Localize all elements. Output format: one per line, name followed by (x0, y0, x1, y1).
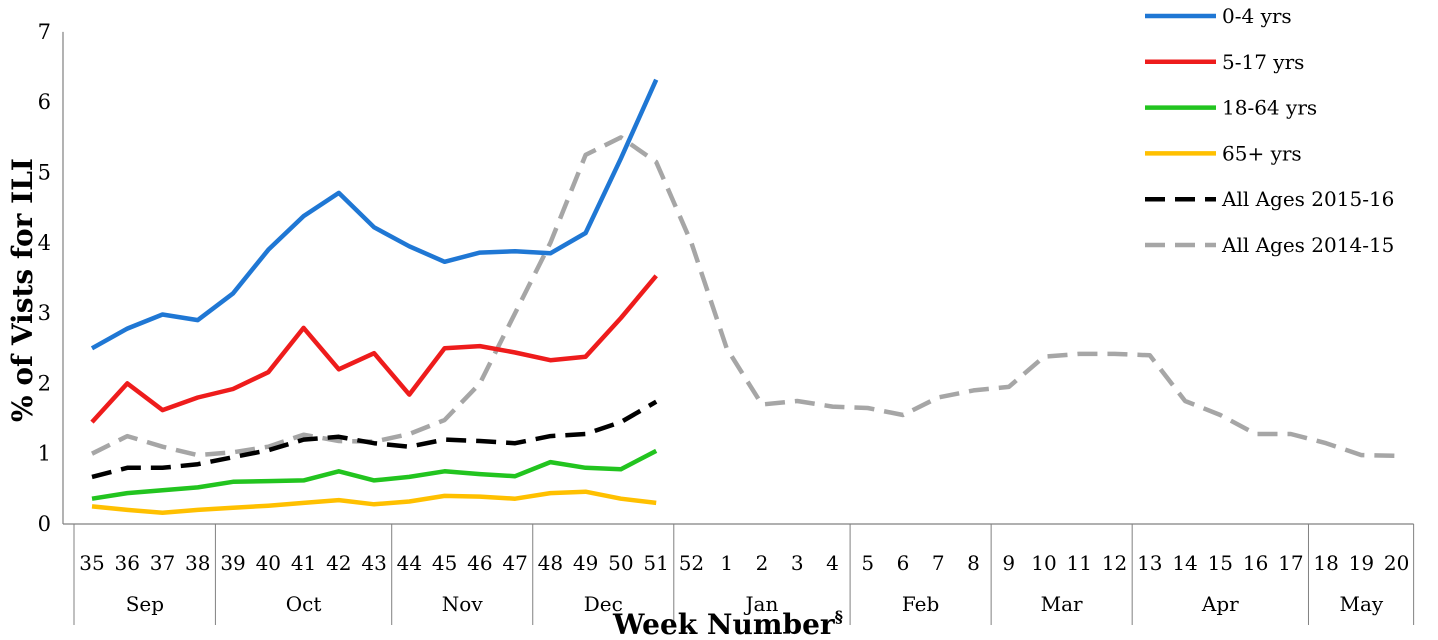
x-tick-label: 49 (573, 551, 598, 575)
y-tick-label: 7 (38, 20, 51, 44)
y-tick-label: 6 (38, 90, 51, 114)
x-tick-label: 19 (1349, 551, 1374, 575)
x-tick-label: 4 (826, 551, 839, 575)
x-tick-label: 37 (150, 551, 175, 575)
x-tick-label: 44 (397, 551, 422, 575)
x-tick-label: 1 (720, 551, 733, 575)
legend-label: 65+ yrs (1222, 141, 1302, 165)
x-axis-title: Week Number§ (612, 607, 843, 640)
series-line-65-yrs (91, 489, 657, 516)
x-tick-label: 43 (361, 551, 386, 575)
x-tick-label: 42 (326, 551, 351, 575)
legend: 0-4 yrs 5-17 yrs 18-64 yrs 65+ yrs All Ages … (1145, 4, 1394, 257)
x-tick-label: 20 (1384, 551, 1409, 575)
x-tick-label: 48 (538, 551, 563, 575)
y-axis-title: % of Vists for ILI (6, 158, 39, 422)
y-tick-label: 0 (38, 512, 51, 536)
month-label: Nov (442, 592, 484, 616)
x-tick-label: 52 (679, 551, 704, 575)
x-tick-label: 50 (608, 551, 633, 575)
x-tick-label: 8 (967, 551, 980, 575)
x-tick-label: 36 (115, 551, 140, 575)
x-tick-label: 2 (756, 551, 769, 575)
x-tick-label: 6 (897, 551, 910, 575)
series-line-5-17-yrs (90, 274, 658, 424)
x-tick-label: 9 (1002, 551, 1015, 575)
x-axis-title-text: Week Number (612, 608, 836, 640)
month-label: Sep (126, 592, 164, 616)
series-line-0-4-yrs (90, 78, 659, 351)
series-line-18-64-yrs (91, 448, 658, 501)
legend-label: 18-64 yrs (1222, 96, 1317, 120)
month-label: Feb (902, 592, 939, 616)
month-label: May (1340, 592, 1384, 616)
legend-label: All Ages 2014-15 (1221, 233, 1394, 257)
x-tick-label: 47 (502, 551, 527, 575)
x-tick-label: 16 (1243, 551, 1268, 575)
x-tick-label: 51 (643, 551, 668, 575)
y-tick-label: 4 (38, 231, 51, 255)
month-label: Jan (744, 592, 779, 616)
x-tick-label: 10 (1031, 551, 1056, 575)
y-axis-ticks: 0 1 2 3 4 5 6 7 (38, 20, 64, 536)
x-tick-label: 18 (1313, 551, 1338, 575)
month-label: Apr (1201, 592, 1239, 616)
x-tick-label: 17 (1278, 551, 1303, 575)
x-tick-label: 38 (185, 551, 210, 575)
y-tick-label: 5 (38, 161, 51, 185)
x-tick-label: 13 (1137, 551, 1162, 575)
x-tick-label: 40 (256, 551, 281, 575)
x-tick-label: 3 (791, 551, 804, 575)
month-label: Oct (286, 592, 322, 616)
x-axis-title-superscript: § (835, 607, 843, 626)
series-line-all-ages-2014-15 (90, 135, 1397, 459)
month-label: Dec (584, 592, 623, 616)
legend-label: All Ages 2015-16 (1221, 187, 1394, 211)
legend-label: 0-4 yrs (1222, 4, 1292, 28)
y-tick-label: 1 (38, 442, 51, 466)
y-tick-label: 2 (38, 371, 51, 395)
x-tick-label: 39 (220, 551, 245, 575)
x-tick-label: 41 (291, 551, 316, 575)
x-tick-label: 12 (1102, 551, 1127, 575)
x-tick-label: 45 (432, 551, 457, 575)
legend-label: 5-17 yrs (1222, 50, 1304, 74)
x-tick-label: 7 (932, 551, 945, 575)
series-line-all-ages-2015-16 (91, 399, 658, 480)
x-tick-label: 35 (79, 551, 104, 575)
y-tick-label: 3 (38, 301, 51, 325)
x-axis: 35 36 37 38 39 40 41 42 43 44 45 46 47 48 49 50 51 52 1 2 3 4… (63, 523, 1415, 625)
x-tick-label: 46 (467, 551, 492, 575)
x-tick-label: 15 (1208, 551, 1233, 575)
x-tick-label: 14 (1172, 551, 1197, 575)
month-label: Mar (1041, 592, 1083, 616)
x-tick-label: 11 (1067, 551, 1092, 575)
series-lines (90, 78, 1397, 516)
x-tick-label: 5 (861, 551, 874, 575)
